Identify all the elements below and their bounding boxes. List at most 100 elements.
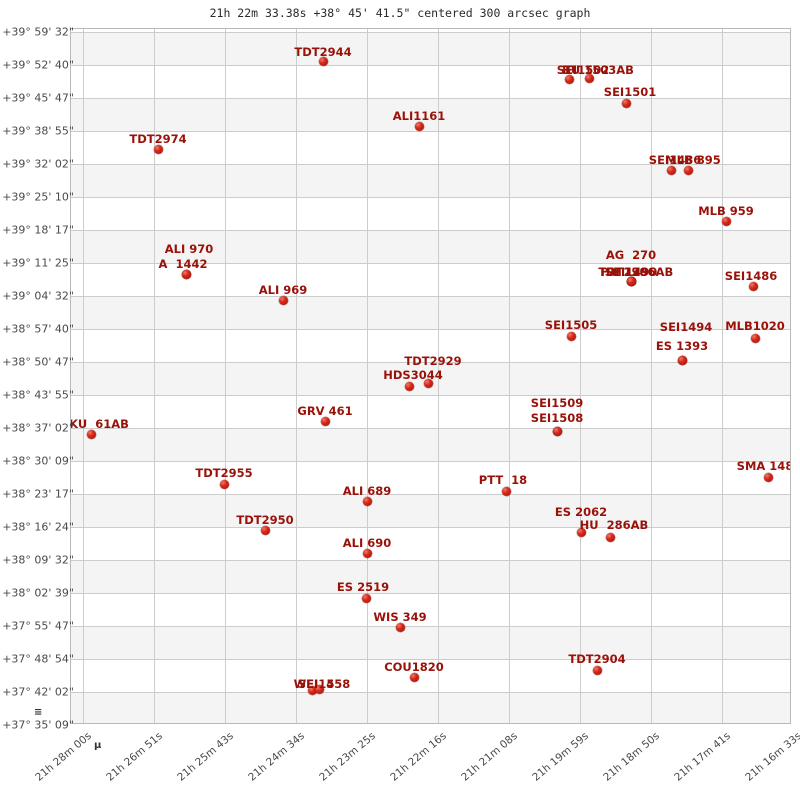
gridline-horizontal: [71, 560, 790, 561]
grid-band: [71, 296, 790, 329]
star-label: ALI 969: [258, 283, 308, 297]
star-marker[interactable]: [721, 216, 731, 226]
x-axis-tick-label: 21h 19m 59s: [530, 730, 591, 784]
star-marker[interactable]: [361, 593, 371, 603]
gridline-horizontal: [71, 98, 790, 99]
y-axis-tick-label: +38° 50' 47": [2, 355, 74, 369]
star-marker[interactable]: [592, 665, 602, 675]
gridline-horizontal: [71, 296, 790, 297]
y-axis-tick-label: +39° 52' 40": [2, 58, 74, 72]
gridline-vertical: [651, 29, 652, 723]
x-axis-tick-label: 21h 23m 25s: [317, 730, 378, 784]
star-label: SEI1458: [297, 677, 351, 691]
star-marker[interactable]: [501, 486, 511, 496]
gridline-horizontal: [71, 32, 790, 33]
gridline-vertical: [367, 29, 368, 723]
gridline-horizontal: [71, 329, 790, 330]
grid-band: [71, 428, 790, 461]
star-marker[interactable]: [395, 622, 405, 632]
star-marker[interactable]: [278, 295, 288, 305]
gridline-horizontal: [71, 230, 790, 231]
star-marker[interactable]: [750, 333, 760, 343]
x-axis-tick-label: 21h 17m 41s: [672, 730, 733, 784]
gridline-horizontal: [71, 659, 790, 660]
star-marker[interactable]: [320, 416, 330, 426]
star-label: SEI1508: [530, 411, 584, 425]
gridline-vertical: [438, 29, 439, 723]
x-axis-tick-label: 21h 21m 08s: [459, 730, 520, 784]
gridline-horizontal: [71, 593, 790, 594]
gridline-vertical: [722, 29, 723, 723]
y-axis-tick-label: +38° 57' 40": [2, 322, 74, 336]
star-marker[interactable]: [564, 74, 574, 84]
star-marker[interactable]: [423, 378, 433, 388]
star-marker[interactable]: [307, 685, 317, 695]
plot-area[interactable]: TDT2944 SEI1502 BU 1503AB SEI1501 ALI1161 TDT…: [70, 28, 791, 724]
gridline-horizontal: [71, 494, 790, 495]
star-marker[interactable]: [666, 165, 676, 175]
y-axis-tick-label: +39° 11' 25": [2, 256, 74, 270]
star-label: SEI1486: [724, 269, 782, 283]
x-axis-tick-label: 21h 28m 00s: [33, 730, 94, 784]
grid-band: [71, 230, 790, 263]
y-axis-tick-label: +38° 30' 09": [2, 454, 74, 468]
gridline-horizontal: [71, 461, 790, 462]
star-marker[interactable]: [605, 532, 615, 542]
star-marker[interactable]: [86, 429, 96, 439]
y-axis-tick-label: +38° 16' 24": [2, 520, 74, 534]
y-axis-tick-label: +39° 18' 17": [2, 223, 74, 237]
grid-band: [71, 98, 790, 131]
star-label: SEI1509: [530, 396, 584, 410]
grid-band: [71, 626, 790, 659]
star-marker[interactable]: [414, 121, 424, 131]
y-axis-tick-label: +38° 37' 02": [2, 421, 74, 435]
star-label: TDT2955: [195, 466, 253, 480]
star-marker[interactable]: [219, 479, 229, 489]
y-axis-tick-label: +37° 55' 47": [2, 619, 74, 633]
grid-band: [71, 164, 790, 197]
gridline-vertical: [296, 29, 297, 723]
x-axis-tick-label: 21h 26m 51s: [104, 730, 165, 784]
star-marker[interactable]: [318, 56, 328, 66]
star-marker[interactable]: [260, 525, 270, 535]
y-axis-tick-label: +38° 02' 39": [2, 586, 74, 600]
y-axis-tick-label: +39° 32' 02": [2, 157, 74, 171]
star-label: ES 1393: [655, 339, 709, 353]
star-marker[interactable]: [576, 527, 586, 537]
gridline-vertical: [225, 29, 226, 723]
star-marker[interactable]: [362, 548, 372, 558]
star-label: TDT2974: [129, 132, 187, 146]
gridline-vertical: [83, 29, 84, 723]
gridline-horizontal: [71, 263, 790, 264]
gridline-horizontal: [71, 428, 790, 429]
star-marker[interactable]: [677, 355, 687, 365]
star-label: COU1820: [384, 660, 444, 674]
gridline-horizontal: [71, 527, 790, 528]
y-axis-tick-label: +37° 42' 02": [2, 685, 74, 699]
x-axis-tick-label: 21h 24m 34s: [246, 730, 307, 784]
y-axis-tick-label: +37° 35' 09": [2, 718, 74, 732]
y-axis-tick-label: +39° 38' 55": [2, 124, 74, 138]
star-marker[interactable]: [153, 144, 163, 154]
star-marker[interactable]: [584, 73, 594, 83]
gridline-horizontal: [71, 65, 790, 66]
y-axis-tick-label: +38° 43' 55": [2, 388, 74, 402]
gridline-horizontal: [71, 197, 790, 198]
star-marker[interactable]: [181, 269, 191, 279]
star-marker[interactable]: [763, 472, 773, 482]
star-marker[interactable]: [748, 281, 758, 291]
star-marker[interactable]: [621, 98, 631, 108]
star-marker[interactable]: [362, 496, 372, 506]
star-marker[interactable]: [314, 684, 324, 694]
star-marker[interactable]: [552, 426, 562, 436]
page-title: 21h 22m 33.38s +38° 45' 41.5" centered 3…: [209, 6, 591, 20]
star-marker[interactable]: [626, 276, 636, 286]
gridline-horizontal: [71, 626, 790, 627]
y-axis-sigma-marker: ≡: [34, 707, 43, 718]
gridline-horizontal: [71, 164, 790, 165]
star-marker[interactable]: [404, 381, 414, 391]
star-marker[interactable]: [566, 331, 576, 341]
star-marker[interactable]: [409, 672, 419, 682]
star-label: SEI1501: [603, 85, 657, 99]
star-marker[interactable]: [683, 165, 693, 175]
